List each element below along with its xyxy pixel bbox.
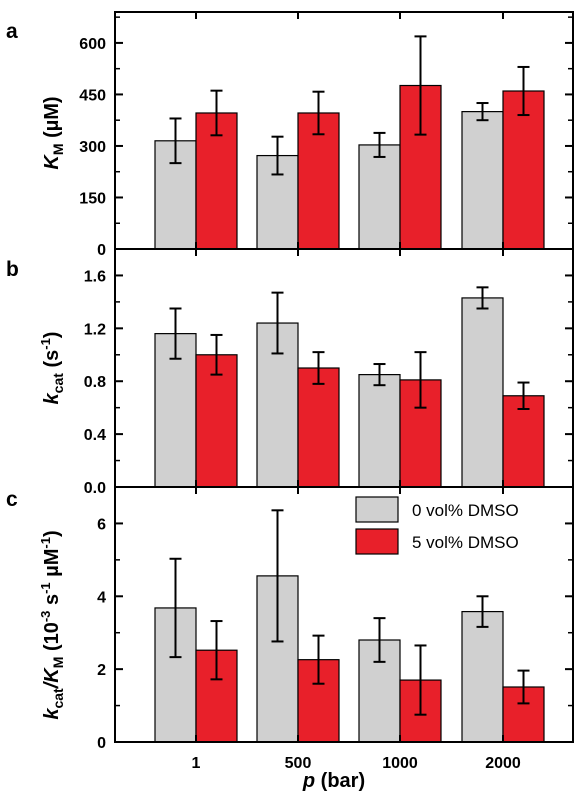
y-tick-label-a-2: 300: [79, 139, 106, 156]
y-axis-title-c: kcat/KM (10-3 s-1 µM-1): [38, 530, 66, 719]
x-axis-title-rest: (bar): [315, 770, 365, 792]
y-axis-title-c-cat: cat: [50, 688, 66, 709]
x-tick-label-1: 500: [285, 755, 312, 772]
y-tick-label-a-0: 0: [97, 242, 106, 259]
bar-b-s0-1000: [358, 374, 401, 488]
y-axis-title-b: kcat (s-1): [38, 332, 66, 405]
y-axis-title-c-slash: /K: [41, 667, 63, 690]
y-axis-title-c-open: (10: [41, 622, 63, 656]
y-tick-label-a-3: 450: [79, 87, 106, 104]
bar-c-s0-2000: [461, 610, 504, 743]
y-axis-title-a: KM (µM): [41, 96, 66, 169]
bar-a-s1-500: [297, 112, 340, 250]
y-tick-label-c-1: 2: [97, 662, 106, 679]
panel-letter-b: b: [6, 258, 19, 281]
y-tick-label-c-3: 6: [97, 516, 106, 533]
y-axis-title-b-tail: ): [41, 332, 63, 339]
bar-b-s0-2000: [461, 297, 504, 488]
panels: 0 150 300 450 600 0.0 0.4 0.8 1.2 1.6 0 2 4 6 1 500 1000…: [79, 11, 574, 772]
y-tick-label-c-2: 4: [97, 589, 106, 606]
y-axis-title-a-sub: M: [50, 143, 66, 155]
legend-swatch-5-vol-dmso: [355, 528, 399, 555]
y-axis-title-c-exp1: -3: [38, 611, 53, 623]
x-axis-title-p: p: [302, 770, 315, 792]
panel-letter-c: c: [6, 488, 18, 511]
y-axis-title-b-main: k: [41, 392, 63, 404]
bar-b-s1-500: [297, 367, 340, 488]
y-axis-title-c-m: M: [50, 657, 66, 669]
y-tick-label-a-4: 600: [79, 36, 106, 53]
y-axis-title-c-k: k: [41, 708, 63, 720]
bar-a-s0-2000: [461, 111, 504, 250]
frame-c: [114, 486, 574, 743]
x-tick-label-2: 1000: [382, 755, 418, 772]
y-tick-label-b-2: 0.8: [84, 374, 106, 391]
y-tick-label-c-0: 0: [97, 735, 106, 752]
y-axis-title-c-um: µM: [41, 549, 63, 583]
y-axis-title-c-s: s: [41, 594, 63, 611]
legend-label-5-vol-dmso: 5 vol% DMSO: [412, 533, 519, 552]
y-tick-label-a-1: 150: [79, 190, 106, 207]
legend-label-0-vol-dmso: 0 vol% DMSO: [412, 501, 519, 520]
y-axis-title-b-sub: cat: [50, 373, 66, 394]
y-tick-label-b-3: 1.2: [84, 321, 106, 338]
y-axis-title-a-tail: (µM): [41, 96, 63, 143]
legend-swatch-0-vol-dmso: [355, 496, 399, 523]
x-tick-label-0: 1: [192, 755, 201, 772]
y-tick-label-b-0: 0.0: [84, 480, 106, 497]
y-tick-label-b-4: 1.6: [84, 268, 106, 285]
y-axis-title-b-mid: (s: [41, 350, 63, 373]
y-axis-title-a-main: K: [41, 154, 63, 170]
x-axis-title: p (bar): [302, 770, 365, 792]
legend: 0 vol% DMSO 5 vol% DMSO: [355, 496, 519, 555]
y-axis-title-c-exp3: -1: [38, 537, 53, 549]
y-axis-title-b-sup: -1: [38, 338, 53, 350]
bar-b-s1-2000: [502, 395, 545, 488]
x-tick-label-3: 2000: [485, 755, 521, 772]
bar-a-s0-1000: [358, 144, 401, 250]
bar-b-s1-1: [195, 354, 238, 488]
panel-letter-a: a: [6, 20, 18, 43]
y-tick-label-b-1: 0.4: [84, 427, 106, 444]
y-axis-title-c-exp2: -1: [38, 582, 53, 594]
y-axis-title-c-close: ): [41, 530, 63, 537]
